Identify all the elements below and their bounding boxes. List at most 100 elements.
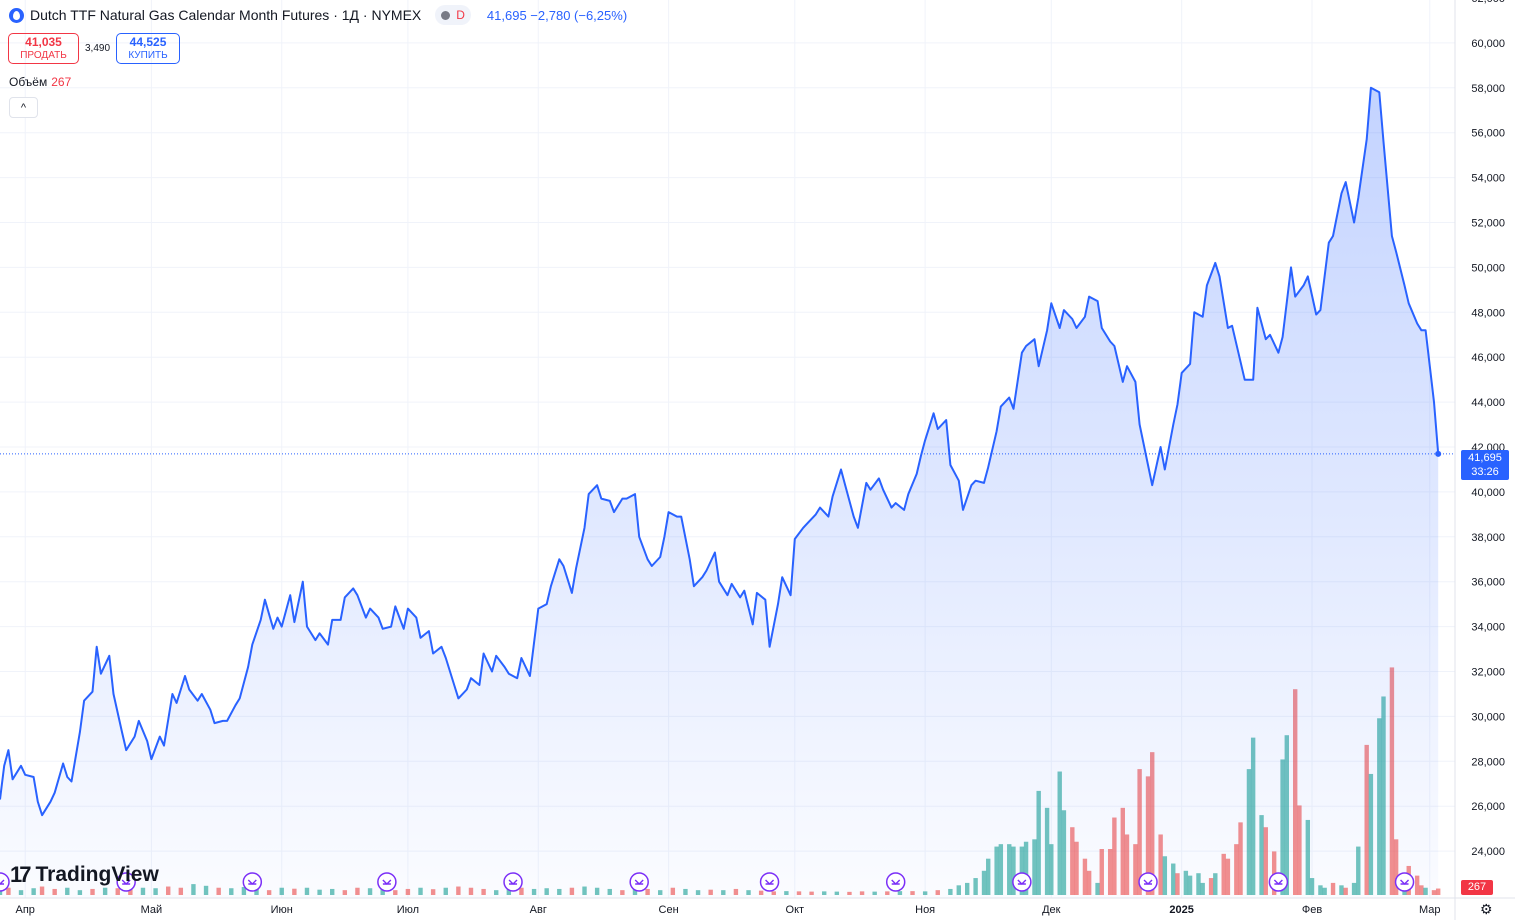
y-tick-label: 26,000 <box>1471 801 1505 813</box>
event-marker-icon <box>1268 872 1289 892</box>
y-tick-label: 40,000 <box>1471 487 1505 499</box>
volume-value: 267 <box>51 75 72 89</box>
event-marker-icon <box>503 872 523 892</box>
x-tick-label: Сен <box>659 904 679 916</box>
x-tick-label: 2025 <box>1169 904 1193 916</box>
x-tick-label: Мар <box>1419 904 1441 916</box>
y-tick-label: 32,000 <box>1471 667 1505 679</box>
event-glyph <box>508 879 518 885</box>
volume-legend[interactable]: Объём 267 <box>9 75 71 89</box>
y-tick-label: 54,000 <box>1471 173 1505 185</box>
current-price: 41,695 <box>1468 452 1502 464</box>
x-tick-label: Дек <box>1042 904 1061 916</box>
y-tick-label: 34,000 <box>1471 622 1505 634</box>
x-tick-label: Авг <box>530 904 547 916</box>
y-tick-label: 60,000 <box>1471 38 1505 50</box>
market-status-pill[interactable]: D <box>435 5 471 25</box>
event-markers <box>0 872 1415 892</box>
event-glyph <box>0 879 5 885</box>
event-glyph <box>1400 879 1410 885</box>
tradingview-mark-icon: 17 <box>10 862 32 887</box>
y-tick-label: 48,000 <box>1471 307 1505 319</box>
event-glyph <box>1017 879 1027 885</box>
event-glyph <box>634 879 644 885</box>
event-marker-icon <box>1394 872 1415 892</box>
volume-axis-badge: 267 <box>1461 880 1493 895</box>
buy-button[interactable]: 44,525 КУПИТЬ <box>116 33 181 64</box>
sell-button[interactable]: 41,035 ПРОДАТЬ <box>8 33 79 64</box>
event-marker-icon <box>0 872 10 892</box>
bar-countdown: 33:26 <box>1471 466 1499 478</box>
event-ring <box>242 872 263 892</box>
tradingview-wordmark: TradingView <box>35 863 159 886</box>
event-marker-icon <box>1012 872 1032 892</box>
event-ring <box>1138 872 1158 892</box>
x-tick-label: Июн <box>271 904 293 916</box>
event-glyph <box>891 879 901 885</box>
y-tick-label: 38,000 <box>1471 532 1505 544</box>
event-ring <box>885 872 906 892</box>
y-tick-label: 50,000 <box>1471 262 1505 274</box>
y-tick-label: 56,000 <box>1471 128 1505 140</box>
y-tick-label: 62,000 <box>1471 0 1505 5</box>
symbol-title[interactable]: Dutch TTF Natural Gas Calendar Month Fut… <box>30 7 422 23</box>
status-dot-icon <box>441 10 451 20</box>
x-tick-label: Фев <box>1302 904 1322 916</box>
x-tick-label: Апр <box>16 904 35 916</box>
buy-price: 44,525 <box>129 34 167 49</box>
event-ring <box>759 872 780 892</box>
event-marker-icon <box>629 872 649 892</box>
event-ring <box>503 872 523 892</box>
event-glyph <box>1273 879 1283 885</box>
event-glyph <box>382 879 392 885</box>
event-ring <box>1394 872 1415 892</box>
y-tick-label: 52,000 <box>1471 218 1505 230</box>
x-tick-label: Ноя <box>915 904 935 916</box>
price-quote: 41,695 −2,780 (−6,25%) <box>486 7 628 23</box>
event-marker-icon <box>1138 872 1158 892</box>
price-area-fill <box>0 87 1439 899</box>
volume-label: Объём <box>9 75 48 89</box>
x-tick-label: Май <box>141 904 163 916</box>
delayed-badge: D <box>456 8 465 22</box>
price-area <box>0 86 1455 899</box>
y-tick-label: 36,000 <box>1471 577 1505 589</box>
chevron-up-icon: ^ <box>20 101 27 114</box>
event-ring <box>116 872 136 892</box>
event-ring <box>0 872 10 892</box>
event-marker-icon <box>885 872 906 892</box>
last-price-dot <box>1435 450 1442 457</box>
event-marker-icon <box>759 872 780 892</box>
collapse-legend-button[interactable]: ^ <box>9 97 38 118</box>
gas-drop-icon <box>9 7 24 23</box>
y-tick-label: 30,000 <box>1471 711 1505 723</box>
y-tick-label: 46,000 <box>1471 352 1505 364</box>
buy-label: КУПИТЬ <box>128 49 168 61</box>
x-tick-label: Июл <box>397 904 419 916</box>
y-tick-label: 44,000 <box>1471 397 1505 409</box>
event-ring <box>377 872 397 892</box>
event-ring <box>1268 872 1289 892</box>
tradingview-logo[interactable]: 17 TradingView <box>10 862 159 888</box>
current-price-label: 41,695 33:26 <box>1461 450 1509 480</box>
trade-panel: 41,035 ПРОДАТЬ 3,490 44,525 КУПИТЬ <box>8 33 181 64</box>
y-tick-label: 28,000 <box>1471 756 1505 768</box>
y-tick-label: 58,000 <box>1471 83 1505 95</box>
event-marker-icon <box>242 872 263 892</box>
spread-value: 3,490 <box>85 43 111 54</box>
event-glyph <box>765 879 775 885</box>
event-ring <box>629 872 649 892</box>
event-ring <box>1012 872 1032 892</box>
sell-label: ПРОДАТЬ <box>20 49 67 61</box>
event-glyph <box>1143 879 1153 885</box>
chart-header: Dutch TTF Natural Gas Calendar Month Fut… <box>0 0 627 30</box>
price-line <box>0 86 1440 817</box>
event-marker-icon <box>116 872 136 892</box>
gear-icon[interactable]: ⚙ <box>1480 901 1493 917</box>
sell-price: 41,035 <box>25 34 62 49</box>
event-glyph <box>121 879 131 885</box>
event-glyph <box>247 879 257 885</box>
y-tick-label: 24,000 <box>1471 846 1505 858</box>
